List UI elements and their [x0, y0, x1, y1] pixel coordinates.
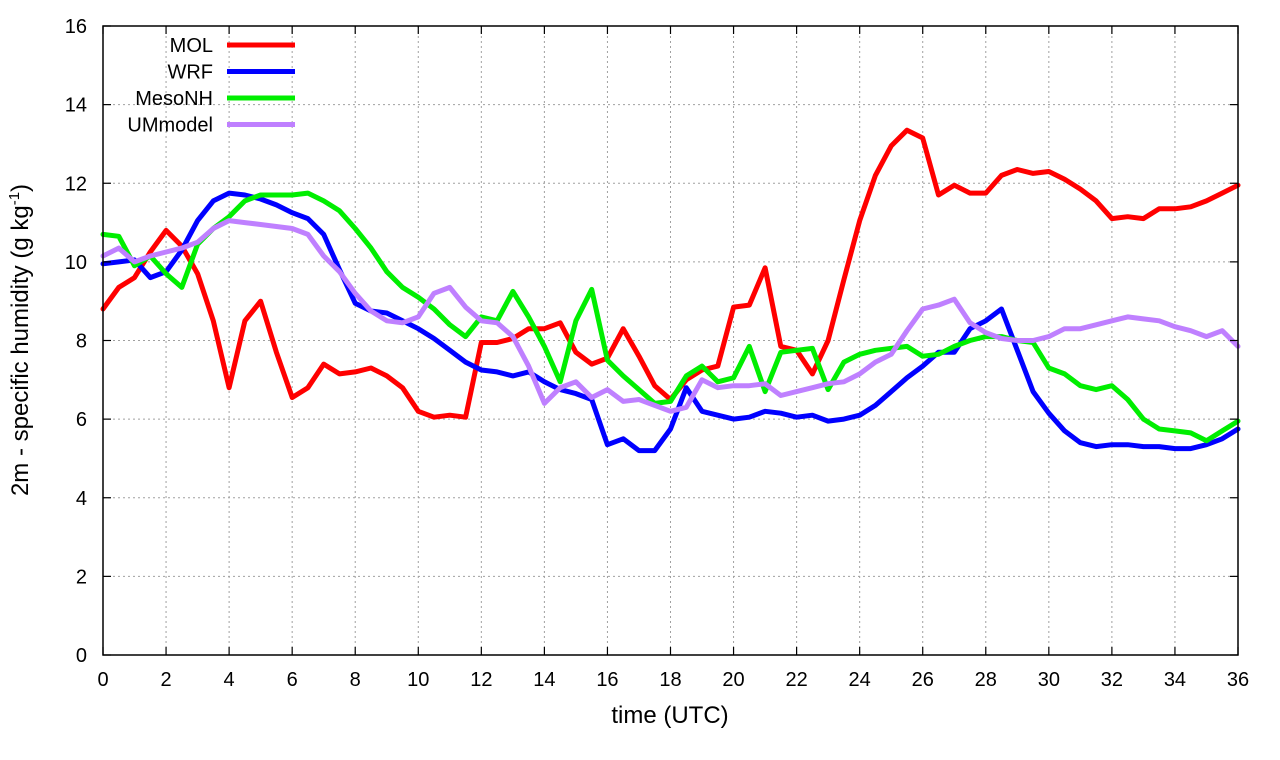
- legend-label-ummodel: UMmodel: [127, 115, 213, 137]
- series-line-mesonh: [100, 190, 1241, 444]
- y-axis-label: 2m - specific humidity (g kg-1): [6, 184, 34, 496]
- x-tick-label: 28: [975, 669, 997, 691]
- x-tick-label: 14: [533, 669, 555, 691]
- legend-label-mesonh: MesoNH: [135, 88, 213, 110]
- x-tick-label: 10: [407, 669, 429, 691]
- series-line-wrf: [100, 190, 1241, 454]
- legend-label-mol: MOL: [170, 35, 213, 57]
- series-lines: [100, 127, 1241, 454]
- x-tick-label: 16: [596, 669, 618, 691]
- y-tick-label: 10: [65, 252, 87, 274]
- y-tick-label: 8: [76, 331, 87, 353]
- y-tick-label: 2: [76, 566, 87, 588]
- x-tick-label: 30: [1038, 669, 1060, 691]
- y-tick-label: 6: [76, 409, 87, 431]
- y-axis-label-main: 2m - specific humidity (g kg: [7, 205, 34, 496]
- y-axis-label-close: ): [7, 184, 34, 192]
- y-tick-label: 12: [65, 173, 87, 195]
- x-tick-label: 0: [97, 669, 108, 691]
- y-tick-label: 16: [65, 16, 87, 38]
- x-tick-label: 36: [1227, 669, 1249, 691]
- x-axis-ticks: 0 2 4 6 8 10 12 14 16 18 20 22 24 26 28 30 32 34 36: [97, 26, 1249, 691]
- y-tick-label: 14: [65, 95, 87, 117]
- y-axis-label-superscript: -1: [6, 192, 23, 205]
- x-tick-label: 12: [470, 669, 492, 691]
- x-tick-label: 34: [1164, 669, 1186, 691]
- x-tick-label: 24: [849, 669, 871, 691]
- x-tick-label: 2: [160, 669, 171, 691]
- x-tick-label: 20: [722, 669, 744, 691]
- x-tick-label: 18: [659, 669, 681, 691]
- x-tick-label: 22: [785, 669, 807, 691]
- x-tick-label: 26: [912, 669, 934, 691]
- legend: MOL WRF MesoNH UMmodel: [127, 35, 295, 137]
- x-tick-label: 8: [350, 669, 361, 691]
- x-tick-label: 32: [1101, 669, 1123, 691]
- grid: [103, 26, 1238, 655]
- x-tick-label: 4: [224, 669, 235, 691]
- x-tick-label: 6: [287, 669, 298, 691]
- y-axis-ticks: 0 2 4 6 8 10 12 14 16: [65, 16, 1238, 667]
- y-tick-label: 4: [76, 488, 87, 510]
- legend-label-wrf: WRF: [167, 62, 213, 84]
- series-line-ummodel: [100, 218, 1241, 414]
- y-tick-label: 0: [76, 645, 87, 667]
- x-axis-label: time (UTC): [611, 702, 728, 729]
